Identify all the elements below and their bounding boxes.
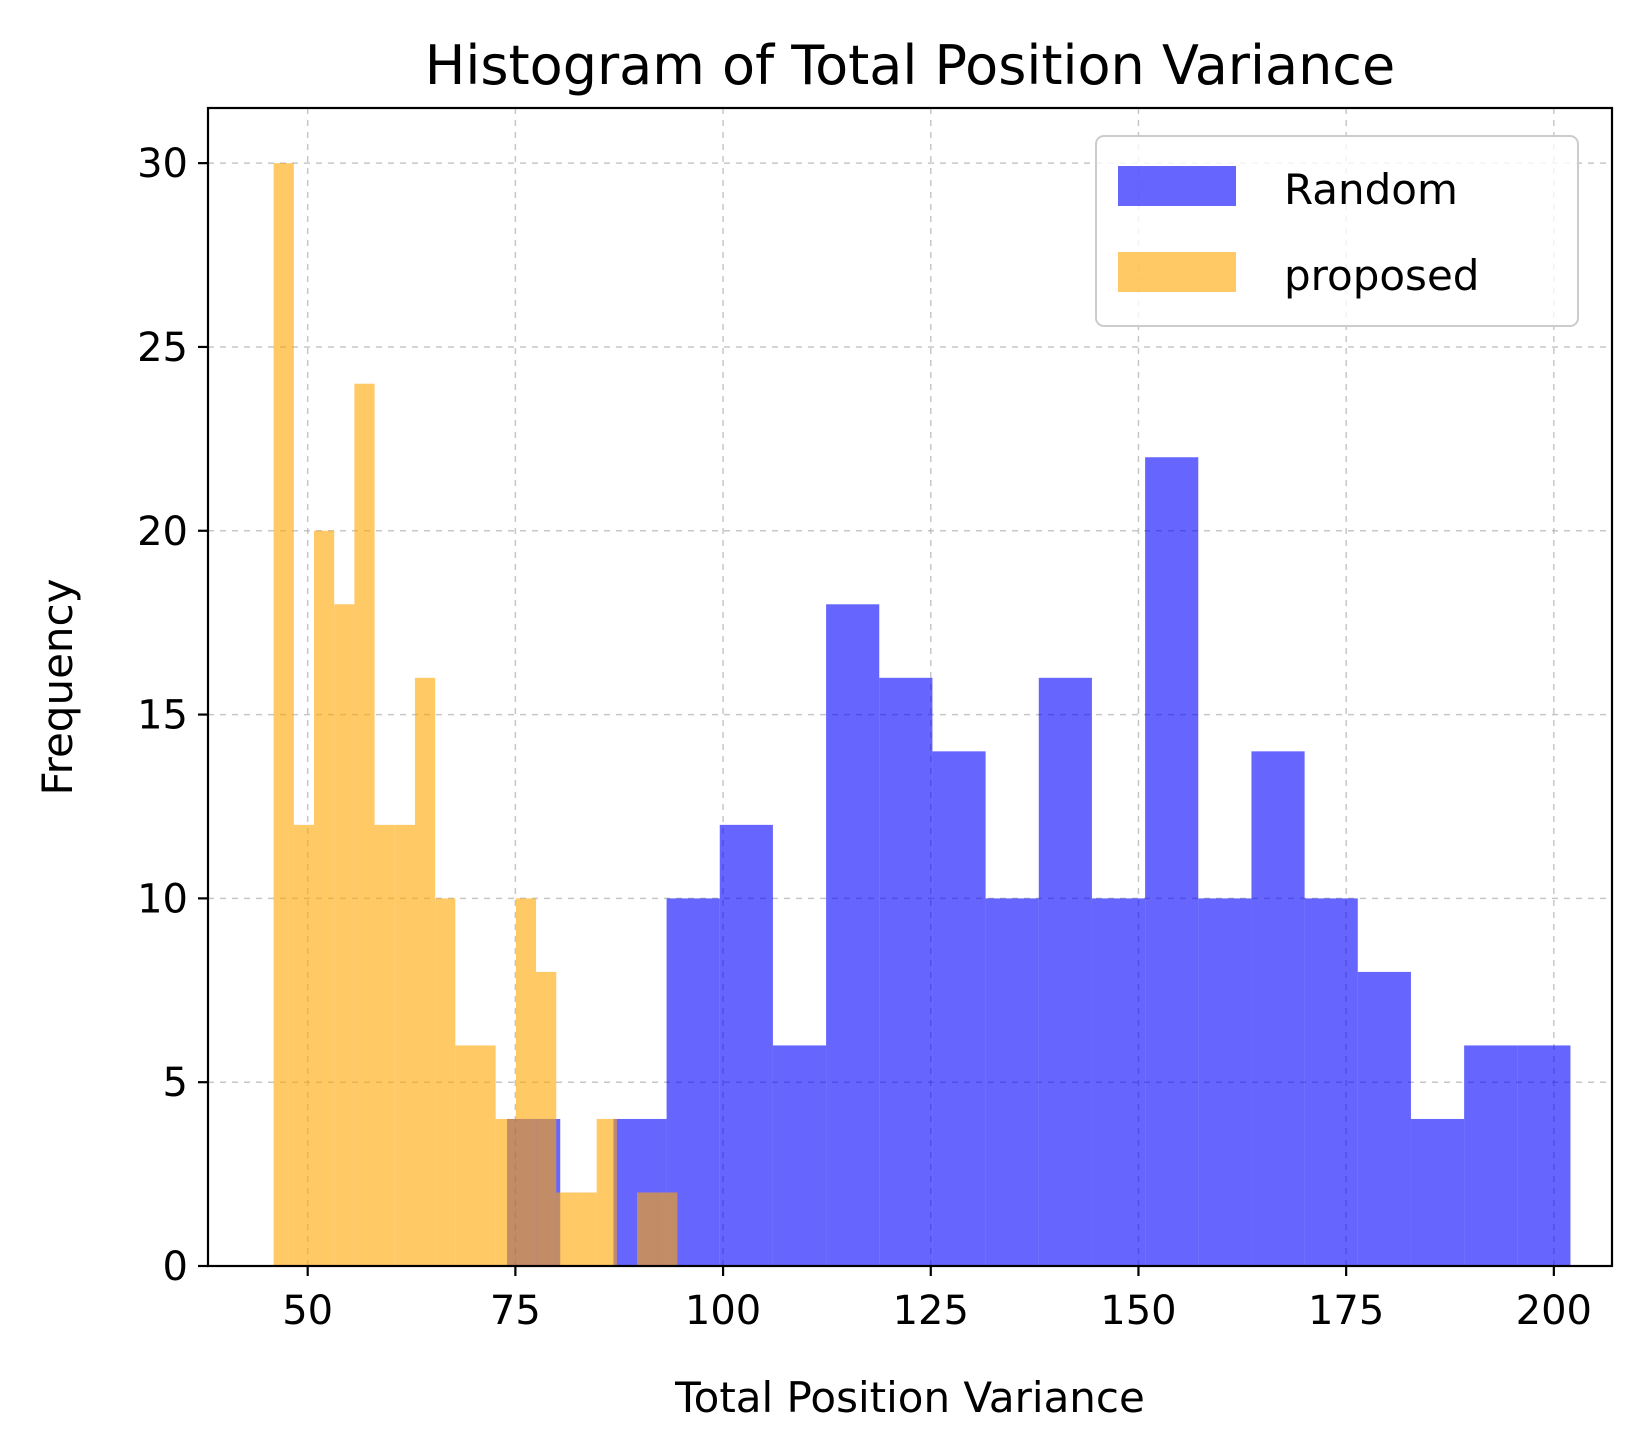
bars [273, 163, 1571, 1267]
bar-proposed [435, 898, 456, 1266]
bar-proposed [475, 1045, 496, 1266]
y-tick-label: 30 [137, 141, 188, 187]
legend-label-random: Random [1284, 165, 1458, 214]
bar-proposed [273, 163, 294, 1267]
bar-proposed [536, 971, 557, 1266]
bar-random [719, 824, 773, 1266]
bar-random [1464, 1045, 1518, 1266]
bar-proposed [293, 824, 315, 1266]
bar-proposed [354, 383, 375, 1266]
bar-random [1038, 677, 1092, 1266]
chart-title: Histogram of Total Position Variance [425, 34, 1395, 97]
bar-random [1304, 898, 1358, 1266]
y-tick-label: 20 [137, 509, 188, 555]
bar-proposed [657, 1192, 678, 1266]
bar-random [1091, 898, 1146, 1266]
legend-label-proposed: proposed [1284, 251, 1479, 300]
y-axis-label: Frequency [33, 579, 82, 796]
bar-random [1410, 1118, 1465, 1266]
bar-random [932, 751, 986, 1266]
y-tick-label: 10 [137, 876, 188, 922]
ticks: 50 75 100 125 150 175 200 0 5 10 15 20 25 30 [137, 141, 1592, 1334]
y-tick-label: 0 [163, 1244, 188, 1290]
plot-frame [206, 106, 1614, 1268]
bar-proposed [596, 1118, 617, 1266]
bar-random [985, 898, 1039, 1266]
x-tick-label: 125 [893, 1288, 969, 1334]
bar-proposed [314, 530, 335, 1266]
bar-random [1251, 751, 1305, 1266]
bar-random [772, 1045, 827, 1266]
legend-swatch-proposed [1118, 252, 1236, 292]
bar-proposed [414, 677, 436, 1266]
bar-proposed [637, 1192, 658, 1266]
bar-proposed [495, 1118, 516, 1266]
y-tick-label: 25 [137, 325, 188, 371]
x-axis-label: Total Position Variance [674, 1373, 1145, 1422]
bar-proposed [455, 1045, 476, 1266]
x-tick-label: 200 [1516, 1288, 1592, 1334]
bar-random [879, 677, 933, 1266]
legend: Random proposed [1095, 135, 1579, 327]
x-tick-label: 150 [1100, 1288, 1176, 1334]
bar-random [826, 604, 880, 1266]
x-tick-label: 75 [490, 1288, 541, 1334]
bar-random [1198, 898, 1252, 1266]
bar-random [1145, 457, 1199, 1266]
y-tick-label: 5 [163, 1060, 188, 1106]
bar-proposed [374, 824, 395, 1266]
bar-proposed [394, 824, 415, 1266]
x-tick-label: 50 [282, 1288, 333, 1334]
bar-proposed [334, 604, 355, 1266]
x-tick-label: 175 [1308, 1288, 1384, 1334]
bar-proposed [576, 1192, 597, 1266]
legend-swatch-random [1118, 166, 1236, 206]
x-tick-label: 100 [685, 1288, 761, 1334]
bar-proposed [556, 1192, 577, 1266]
bar-random [1517, 1045, 1571, 1266]
bar-proposed [515, 898, 537, 1266]
y-tick-label: 15 [137, 693, 188, 739]
bar-random [1357, 971, 1411, 1266]
